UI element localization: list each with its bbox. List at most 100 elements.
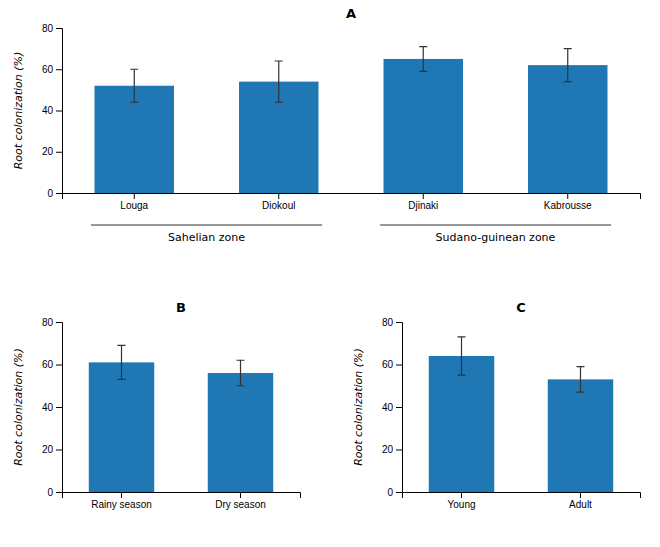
- tick-mark: [240, 492, 241, 498]
- tick-mark: [56, 193, 62, 194]
- tick-mark: [134, 193, 135, 199]
- tick-label: Dry season: [215, 499, 266, 510]
- axis-line: [56, 29, 63, 194]
- x-tick: Rainy season: [91, 492, 152, 510]
- error-bar: [564, 49, 572, 82]
- y-tick: 40: [42, 105, 62, 116]
- axis-line: [403, 493, 641, 499]
- y-axis-title: Root colonization (%): [352, 348, 365, 466]
- title: C: [516, 300, 526, 315]
- axis-line: [63, 194, 641, 200]
- tick-mark: [396, 450, 402, 451]
- y-tick: 60: [42, 359, 62, 370]
- y-axis-title: Root colonization (%): [12, 52, 25, 170]
- title: A: [346, 6, 356, 21]
- y-tick: 0: [47, 487, 62, 498]
- tick-label: 20: [42, 444, 54, 455]
- tick-mark: [56, 322, 62, 323]
- tick-label: Kabrousse: [544, 200, 592, 211]
- title: B: [176, 300, 186, 315]
- x-tick: Young: [448, 492, 476, 510]
- y-tick: 60: [42, 64, 62, 75]
- panel: 0 20 40 60 80 Young Adult C Root colonization (%…: [352, 300, 641, 510]
- tick-mark: [278, 193, 279, 199]
- tick-mark: [567, 193, 568, 199]
- tick-mark: [56, 69, 62, 70]
- tick-label: 0: [47, 188, 53, 199]
- y-tick: 20: [42, 444, 62, 455]
- tick-mark: [56, 450, 62, 451]
- annotation: Sudano-guinean zone: [436, 231, 556, 244]
- x-tick: Djinaki: [408, 193, 438, 211]
- y-tick: 20: [382, 444, 402, 455]
- tick-mark: [56, 365, 62, 366]
- tick-label: 60: [382, 359, 394, 370]
- tick-mark: [423, 193, 424, 199]
- tick-mark: [396, 492, 402, 493]
- error-bar: [237, 360, 245, 386]
- y-tick: 80: [382, 317, 402, 328]
- axis-line: [396, 323, 403, 493]
- tick-label: 0: [387, 487, 393, 498]
- tick-mark: [56, 111, 62, 112]
- bar: [528, 65, 607, 193]
- y-tick: 60: [382, 359, 402, 370]
- error-bar: [458, 337, 466, 375]
- error-bar: [577, 367, 585, 393]
- y-axis: 0 20 40 60 80: [42, 23, 63, 199]
- x-axis: Louga Diokoul Djinaki Kabrousse: [63, 193, 641, 211]
- axis-line: [63, 493, 301, 499]
- tick-label: Djinaki: [408, 200, 438, 211]
- x-tick: Kabrousse: [544, 193, 592, 211]
- tick-label: Louga: [120, 200, 148, 211]
- chart-canvas: 0 20 40 60 80 Louga Diokoul Djinaki Kabrousse A Ro…: [0, 0, 660, 547]
- y-axis: 0 20 40 60 80: [42, 317, 63, 498]
- panel: 0 20 40 60 80 Rainy season Dry season B Root col…: [12, 300, 301, 510]
- tick-label: 40: [42, 402, 54, 413]
- tick-label: 20: [382, 444, 394, 455]
- tick-mark: [121, 492, 122, 498]
- y-tick: 40: [382, 402, 402, 413]
- tick-label: Adult: [569, 499, 592, 510]
- tick-mark: [56, 407, 62, 408]
- bar: [384, 59, 463, 193]
- axis-line: [56, 323, 63, 493]
- tick-mark: [396, 407, 402, 408]
- tick-mark: [396, 322, 402, 323]
- tick-label: 80: [42, 23, 54, 34]
- tick-mark: [56, 492, 62, 493]
- tick-label: 40: [382, 402, 394, 413]
- tick-mark: [56, 28, 62, 29]
- tick-label: 0: [47, 487, 53, 498]
- y-axis: 0 20 40 60 80: [382, 317, 403, 498]
- bar: [208, 373, 273, 492]
- y-axis-title: Root colonization (%): [12, 348, 25, 466]
- x-tick: Dry season: [215, 492, 266, 510]
- panel: 0 20 40 60 80 Louga Diokoul Djinaki Kabrousse A Ro…: [12, 6, 641, 244]
- tick-label: 80: [382, 317, 394, 328]
- tick-label: 40: [42, 105, 54, 116]
- tick-mark: [580, 492, 581, 498]
- bar: [89, 362, 154, 492]
- error-bar: [275, 61, 283, 102]
- y-tick: 40: [42, 402, 62, 413]
- error-bar: [419, 47, 427, 72]
- plot-area: [429, 337, 613, 492]
- x-tick: Diokoul: [262, 193, 295, 211]
- x-axis: Rainy season Dry season: [63, 492, 301, 510]
- x-tick: Louga: [120, 193, 148, 211]
- tick-label: Diokoul: [262, 200, 295, 211]
- bar: [429, 356, 494, 492]
- tick-label: 80: [42, 317, 54, 328]
- zone-bracket: [380, 225, 611, 226]
- zone-bracket: [91, 225, 322, 226]
- plot-area: [89, 345, 273, 492]
- tick-label: 20: [42, 146, 54, 157]
- tick-label: 60: [42, 64, 54, 75]
- error-bar: [118, 345, 126, 379]
- error-bar: [130, 69, 138, 102]
- y-tick: 0: [387, 487, 402, 498]
- tick-mark: [461, 492, 462, 498]
- y-tick: 20: [42, 146, 62, 157]
- plot-area: [95, 47, 608, 193]
